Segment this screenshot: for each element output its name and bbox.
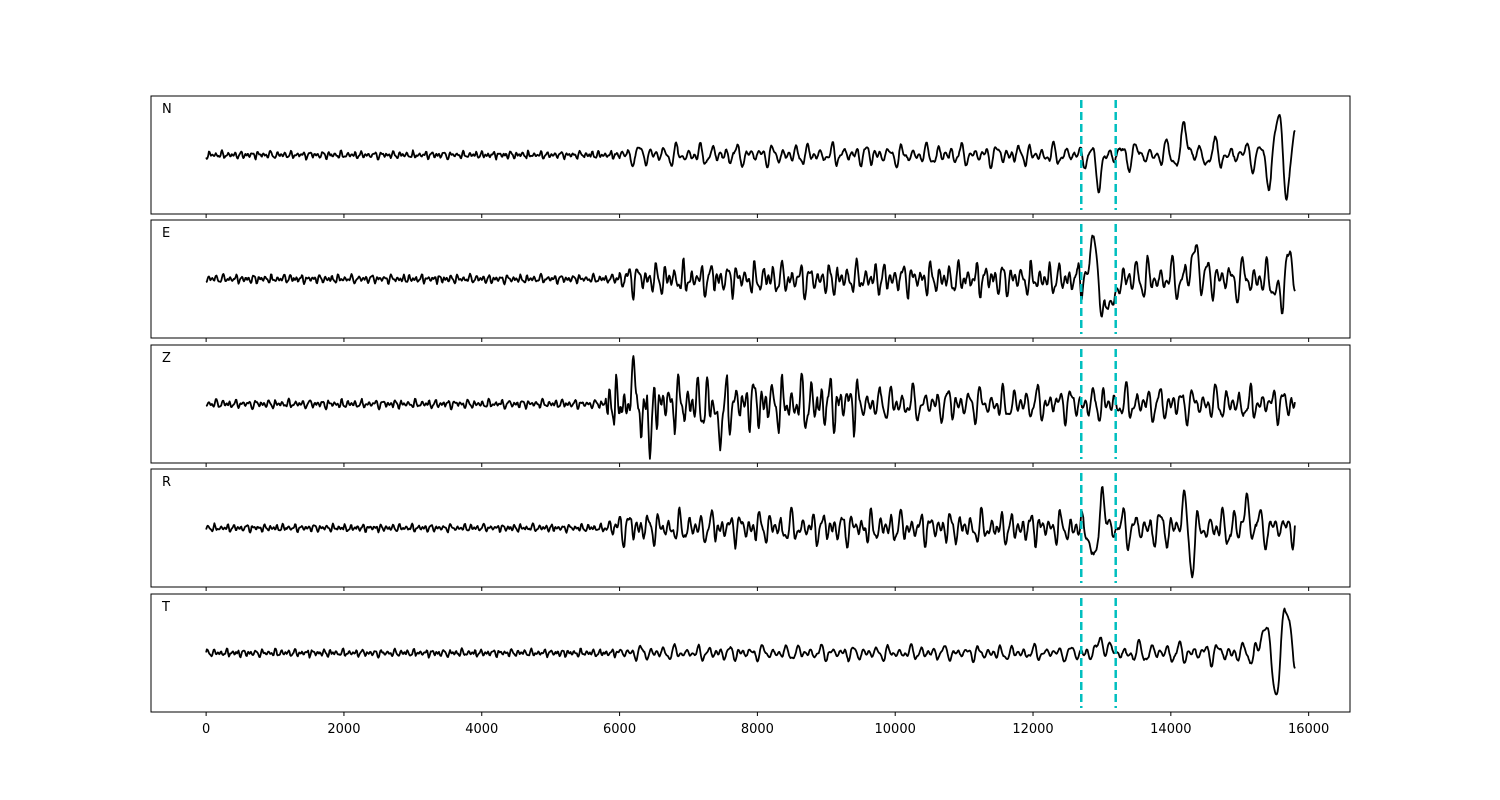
panel-label-t: T	[161, 600, 170, 615]
x-tick-label: 0	[202, 722, 210, 737]
trace-panel-r: R	[150, 468, 1351, 591]
panel-frame	[150, 95, 1351, 215]
panel-label-z: Z	[162, 351, 171, 366]
x-tick-label: 6000	[603, 722, 636, 737]
panel-frame	[150, 593, 1351, 713]
x-tick-label: 4000	[465, 722, 498, 737]
trace-line-r	[205, 486, 1296, 579]
x-tick-label: 10000	[875, 722, 916, 737]
panel-label-r: R	[162, 475, 171, 490]
x-tick-label: 8000	[741, 722, 774, 737]
panel-label-e: E	[162, 226, 170, 241]
panel-label-n: N	[162, 102, 172, 117]
x-axis: 0 2000 4000 6000 8000 10000 12000 14000 16000	[202, 722, 1329, 737]
trace-panel-e: E	[150, 219, 1351, 342]
trace-line-n	[205, 114, 1296, 201]
panel-frame	[150, 219, 1351, 339]
trace-panels: N E Z R T	[150, 95, 1351, 716]
trace-line-z	[205, 355, 1296, 460]
panel-frame	[150, 468, 1351, 588]
trace-line-e	[205, 234, 1296, 318]
trace-line-t	[205, 607, 1296, 696]
x-tick-label: 14000	[1150, 722, 1191, 737]
x-tick-label: 2000	[327, 722, 360, 737]
x-tick-label: 12000	[1012, 722, 1053, 737]
panel-frame	[150, 344, 1351, 464]
trace-panel-t: T	[150, 593, 1351, 716]
x-tick-label: 16000	[1288, 722, 1329, 737]
trace-panel-n: N	[150, 95, 1351, 218]
trace-panel-z: Z	[150, 344, 1351, 467]
